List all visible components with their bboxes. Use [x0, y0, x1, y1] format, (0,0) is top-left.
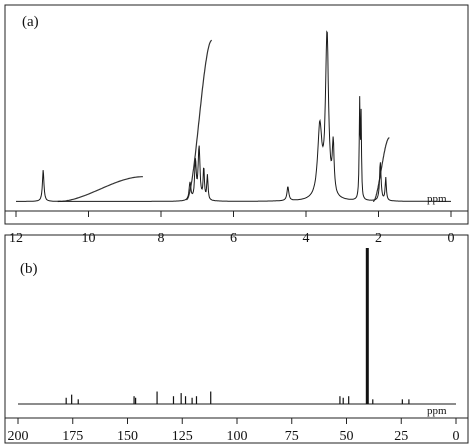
- panel-b-tick-label: 150: [117, 429, 138, 444]
- panel-a-tick-label: 6: [230, 231, 237, 246]
- panel-b-tick-label: 125: [172, 429, 193, 444]
- panel-b-tick-label: 25: [394, 429, 408, 444]
- panel-a-integral-curve: [57, 176, 143, 203]
- panel-a-x-ticks: 12 10 8 6 4 2 0: [9, 211, 455, 246]
- panel-a-label: (a): [22, 14, 39, 30]
- panel-b-spectrum-line: [18, 248, 456, 405]
- panel-a-tick-label: 4: [303, 231, 310, 246]
- panel-a: (a) ppm 12 10 8 6 4 2 0: [4, 4, 469, 246]
- panel-a-spectrum-line: [16, 30, 451, 202]
- panel-b-x-ticks: 200 175 150 125 100 75 50 25 0: [8, 418, 460, 444]
- panel-b-tick-label: 175: [62, 429, 83, 444]
- panel-b-label: (b): [20, 261, 38, 277]
- panel-b-tick-label: 0: [453, 429, 460, 444]
- panel-b-tick-label: 50: [340, 429, 354, 444]
- panel-b-unit-label: ppm: [427, 405, 447, 417]
- panel-a-integral-curves: [57, 39, 390, 203]
- panel-a-tick-label: 8: [158, 231, 165, 246]
- panel-b-tick-label: 200: [8, 429, 29, 444]
- panel-a-unit-label: ppm: [427, 193, 447, 205]
- panel-b-tick-label: 75: [285, 429, 299, 444]
- panel-a-tick-label: 0: [448, 231, 455, 246]
- panel-a-tick-label: 10: [82, 231, 96, 246]
- panel-b-tick-label: 100: [227, 429, 248, 444]
- panel-a-frame: [4, 4, 469, 225]
- panel-a-tick-label: 12: [9, 231, 23, 246]
- panel-b: (b) ppm 200 175 150 125 100 75 50 25 0: [4, 234, 469, 444]
- panel-b-frame: [4, 234, 469, 444]
- panel-a-tick-label: 2: [375, 231, 382, 246]
